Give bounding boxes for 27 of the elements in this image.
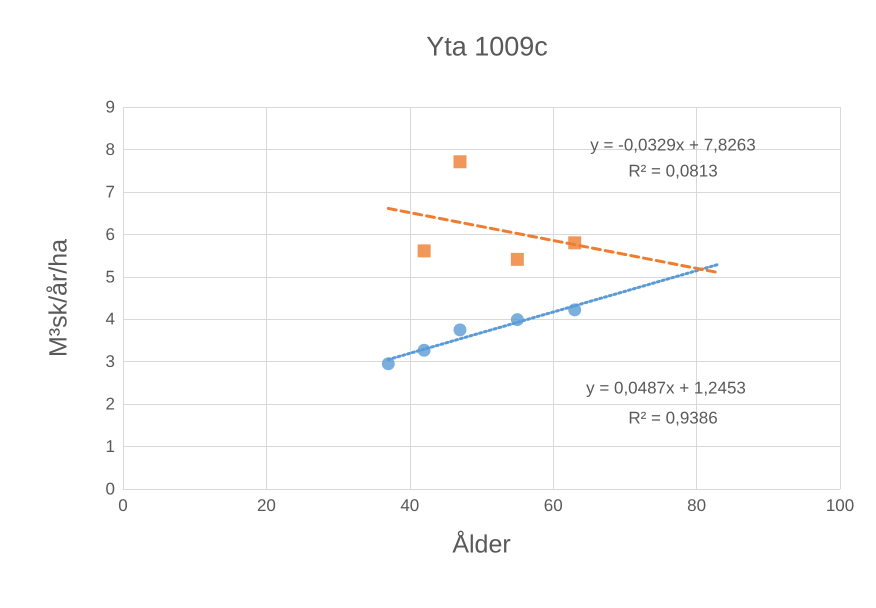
y-tick-label: 7	[106, 182, 115, 202]
x-tick-label: 100	[826, 496, 854, 515]
point	[418, 244, 431, 258]
annotation: R² = 0,0813	[628, 162, 718, 180]
x-tick-label: 60	[544, 496, 563, 515]
point	[453, 155, 466, 168]
annotation: y = -0,0329x + 7,8263	[590, 136, 756, 154]
point	[454, 323, 466, 336]
x-tick-label: 80	[687, 496, 706, 515]
x-tick-label: 40	[400, 496, 420, 515]
y-tick-label: 1	[106, 437, 115, 456]
x-axis-title: Ålder	[452, 530, 511, 558]
x-tick-label: 0	[118, 496, 128, 515]
chart-title: Yta 1009c	[426, 32, 548, 62]
annotation: y = 0,0487x + 1,2453	[586, 378, 746, 398]
point	[510, 252, 524, 266]
y-tick-label: 8	[106, 140, 115, 159]
y-tick-label: 6	[106, 224, 115, 244]
y-tick-label: 4	[106, 310, 115, 329]
x-tick-label: 20	[256, 496, 276, 515]
y-tick-label: 0	[106, 480, 115, 498]
annotation: R² = 0,9386	[628, 408, 718, 428]
y-axis-title: M³sk/år/ha	[44, 238, 72, 358]
y-tick-label: 5	[106, 267, 115, 286]
y-tick-label: 2	[106, 394, 115, 414]
y-tick-label: 3	[106, 352, 115, 372]
y-tick-label: 9	[106, 98, 115, 116]
